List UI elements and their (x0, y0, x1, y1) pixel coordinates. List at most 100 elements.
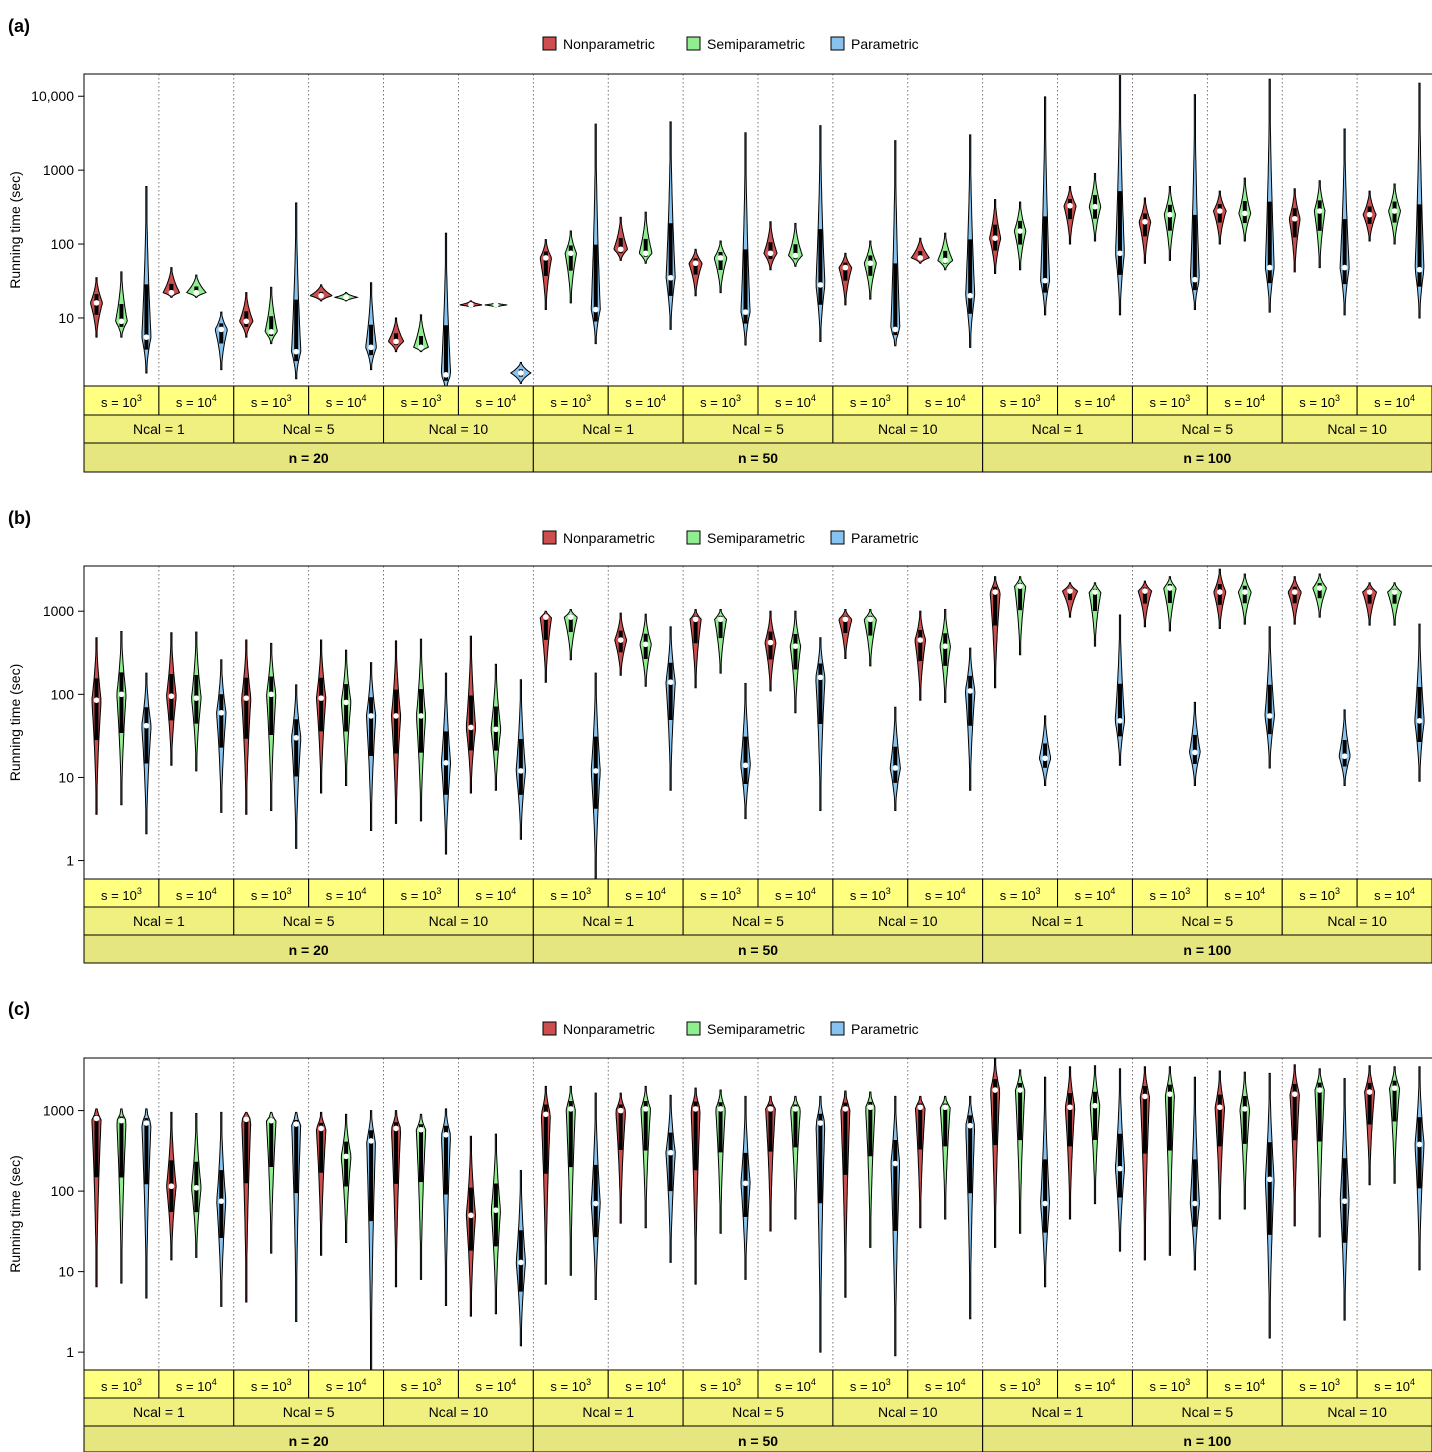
strip-s-label: s = 103 (850, 886, 891, 903)
median-point (1366, 211, 1373, 218)
median-point (1366, 589, 1373, 595)
strip-ncal-label: Ncal = 1 (133, 1404, 185, 1420)
violin (790, 1095, 801, 1220)
strip-s-label: s = 104 (475, 886, 516, 903)
median-point (1341, 753, 1348, 760)
median-point (393, 1125, 399, 1132)
strip-s-label: s = 104 (1374, 1377, 1415, 1394)
strip-ncal-label: Ncal = 5 (283, 913, 335, 929)
median-point (1341, 1198, 1348, 1204)
strip-ncal-cell (982, 414, 1133, 444)
strip-s-label: s = 104 (176, 1377, 217, 1394)
median-point (1092, 589, 1098, 595)
legend-label: Semiparametric (707, 1021, 805, 1037)
strip-s-cell (1206, 878, 1283, 908)
strip-s-label: s = 104 (1075, 393, 1116, 410)
violin (638, 211, 653, 264)
median-point (293, 734, 299, 741)
strip-s-cell (607, 878, 684, 908)
median-point (1217, 1104, 1223, 1111)
median-point (1241, 1106, 1248, 1112)
strip-s-label: s = 104 (176, 886, 217, 903)
strip-ncal-label: Ncal = 10 (878, 913, 938, 929)
strip: s = 103 s = 104 s = 103 s = 104 s = 103 s = 1… (83, 385, 1432, 473)
strip-s-cell (832, 1369, 909, 1399)
median-point (318, 1125, 324, 1132)
median-point (642, 641, 649, 648)
strip-s-cell (832, 878, 909, 908)
strip-s-cell (1356, 1369, 1432, 1399)
violin (290, 202, 302, 380)
strip-n-label: n = 20 (289, 1433, 329, 1449)
violins (91, 1058, 1425, 1370)
median-point (93, 1115, 100, 1122)
violin (1264, 78, 1275, 313)
median-point (343, 294, 349, 301)
strip-n-label: n = 100 (1183, 942, 1231, 958)
median-point (1142, 588, 1148, 594)
median-point (293, 1121, 299, 1127)
median-point (917, 637, 924, 643)
median-point (617, 246, 624, 253)
median-point (343, 699, 349, 706)
strip-s-cell (308, 1369, 385, 1399)
median-point (1042, 755, 1048, 762)
strip-ncal-label: Ncal = 10 (429, 913, 489, 929)
strip-ncal-label: Ncal = 5 (283, 421, 335, 437)
strip-n-label: n = 100 (1183, 450, 1231, 466)
violin (863, 608, 877, 667)
median-point (243, 1116, 250, 1123)
y-tick-label: 1000 (43, 603, 74, 619)
median-point (1391, 1085, 1398, 1091)
median-point (767, 639, 774, 646)
strip-s-cell (1131, 385, 1208, 416)
legend-swatch (830, 530, 845, 545)
violin (1414, 82, 1425, 319)
median-point (942, 643, 949, 649)
median-point (1167, 211, 1173, 218)
median-point (1167, 1091, 1173, 1097)
strip-n-label: n = 20 (289, 942, 329, 958)
strip-ncal-cell (1131, 1397, 1283, 1427)
median-point (493, 302, 499, 308)
median-point (617, 637, 624, 643)
violin (1362, 582, 1378, 626)
y-tick-label: 10 (58, 310, 74, 326)
violin (366, 1110, 376, 1370)
violin (989, 576, 1001, 689)
legend: Nonparametric Semiparametric Parametric (542, 36, 919, 52)
strip-ncal-cell (233, 1397, 385, 1427)
median-point (767, 250, 774, 257)
median-point (218, 1198, 225, 1204)
strip-ncal-cell (1281, 414, 1432, 444)
median-point (992, 1087, 998, 1093)
violin (162, 267, 181, 298)
median-point (992, 235, 998, 241)
median-point (493, 726, 499, 733)
median-point (268, 691, 275, 698)
median-point (1416, 718, 1423, 724)
median-point (567, 250, 574, 257)
violin (890, 140, 901, 347)
median-point (518, 768, 524, 774)
legend-swatch (542, 36, 557, 51)
median-point (1416, 1141, 1423, 1148)
median-point (118, 318, 125, 325)
strip-ncal-label: Ncal = 10 (878, 421, 938, 437)
median-point (842, 616, 849, 623)
strip-s-label: s = 103 (101, 886, 142, 903)
strip-ncal-label: Ncal = 1 (133, 913, 185, 929)
violin (1137, 580, 1153, 628)
strip-s-label: s = 103 (1299, 1377, 1340, 1394)
median-point (692, 1106, 699, 1112)
median-point (168, 289, 175, 296)
legend-swatch (542, 1021, 557, 1036)
median-point (193, 289, 200, 296)
strip-ncal-cell (383, 906, 534, 936)
violin (865, 1091, 876, 1248)
strip-s-cell (607, 1369, 684, 1399)
strip-n-cell (982, 442, 1432, 473)
y-axis-label: Running time (sec) (7, 664, 23, 782)
median-point (592, 768, 599, 774)
strip-ncal-cell (832, 906, 984, 936)
